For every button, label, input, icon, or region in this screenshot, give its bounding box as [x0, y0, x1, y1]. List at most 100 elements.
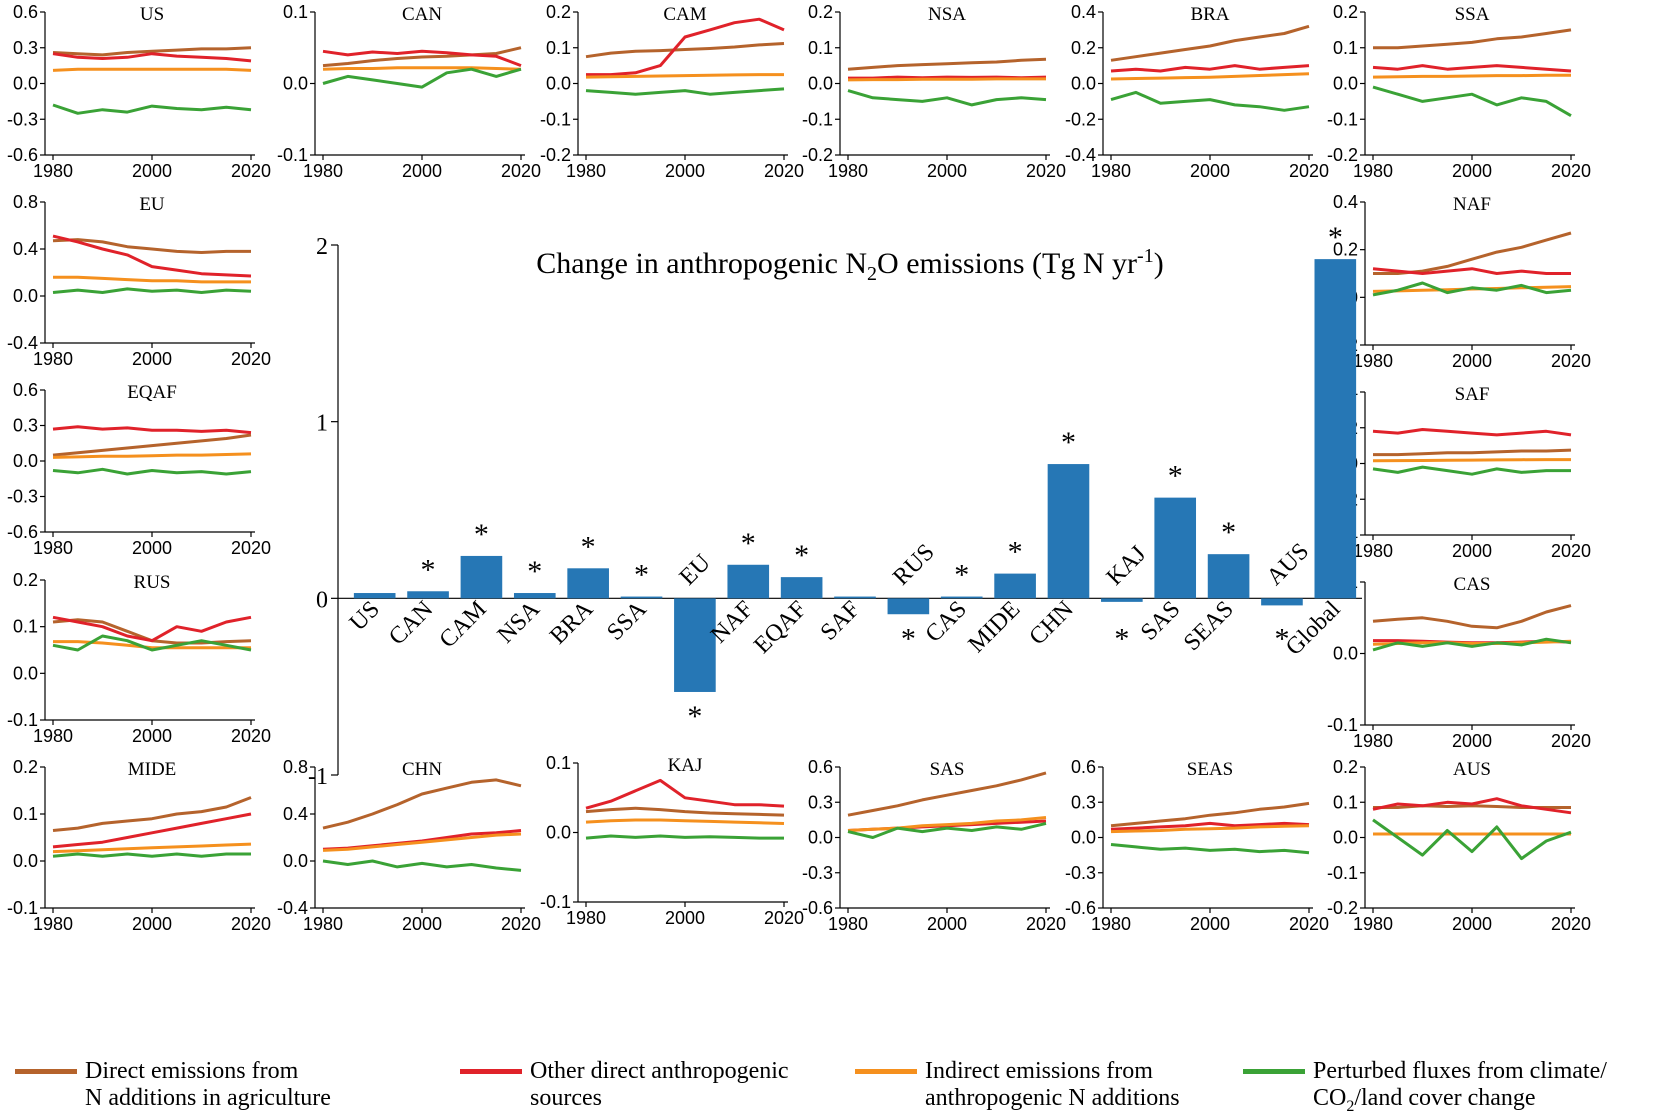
y-tick-label: 0.0 [808, 828, 833, 848]
legend-text-perturbed: Perturbed fluxes from climate/ CO2/land … [1313, 1058, 1607, 1120]
series-line-indirect [52, 67, 252, 72]
series-line-perturbed [322, 67, 522, 89]
x-tick-label: 2000 [1452, 731, 1492, 751]
y-tick-label: 0.2 [546, 2, 571, 22]
category-label: KAJ [1102, 541, 1152, 591]
category-label: MIDE [964, 596, 1026, 658]
y-tick-label: 0.2 [1071, 38, 1096, 58]
series-line-indirect [53, 640, 251, 650]
series-line-perturbed [52, 467, 252, 476]
series-line-perturbed [52, 103, 252, 115]
legend-swatch-direct-agri [15, 1069, 77, 1074]
y-tick-label: -0.6 [7, 522, 38, 542]
y-tick-label: 0.0 [1071, 828, 1096, 848]
series-line-direct-agri [847, 57, 1047, 71]
y-tick-label: 0.2 [1333, 757, 1358, 777]
series-line-perturbed [52, 287, 252, 294]
x-tick-label: 2020 [231, 161, 271, 181]
y-tick-label: 0.4 [13, 239, 38, 259]
y-tick-label: -0.2 [540, 145, 571, 165]
panel-title: SEAS [1187, 759, 1233, 780]
title-subscript: 2 [867, 263, 877, 285]
x-tick-label: 1980 [303, 914, 343, 934]
series-line-perturbed [1372, 465, 1571, 476]
y-tick-label: -0.3 [7, 487, 38, 507]
y-tick-label: 0.2 [13, 570, 38, 590]
series-line-perturbed [585, 834, 784, 840]
legend-line1: Perturbed fluxes from climate/ [1313, 1058, 1607, 1084]
series-line-indirect [1372, 73, 1571, 79]
y-tick-label: 0.6 [1071, 757, 1096, 777]
series-line-direct-agri [322, 778, 522, 830]
x-tick-label: 2020 [764, 161, 804, 181]
category-label: CHN [1025, 596, 1079, 650]
y-tick-label: -0.6 [1065, 898, 1096, 918]
significance-star: * [474, 518, 489, 551]
y-tick-label: -0.6 [802, 898, 833, 918]
series-line-perturbed [1372, 637, 1572, 652]
y-tick-label: 0.1 [283, 2, 308, 22]
significance-star: * [421, 553, 436, 586]
y-tick-label: 0.0 [13, 74, 38, 94]
legend-text-other-direct: Other direct anthropogenic sources [530, 1058, 789, 1112]
y-tick-label: -0.2 [1327, 145, 1358, 165]
series-line-other-direct [1110, 64, 1310, 73]
x-tick-label: 1980 [566, 908, 606, 928]
series-line-direct-agri [322, 46, 522, 68]
series-line-indirect [1372, 458, 1571, 463]
y-tick-label: -0.4 [7, 333, 38, 353]
series-line-other-direct [1372, 64, 1572, 73]
category-label: SSA [602, 596, 652, 646]
x-tick-label: 2000 [132, 914, 172, 934]
series-line-indirect [1110, 72, 1310, 81]
series-line-direct-agri [52, 46, 252, 57]
significance-star: * [1008, 536, 1023, 569]
y-tick-label: 0.3 [13, 416, 38, 436]
y-tick-label: -0.2 [802, 145, 833, 165]
y-tick-label: -0.4 [277, 898, 308, 918]
bar-cas [940, 596, 983, 599]
bar-can [407, 591, 449, 599]
x-tick-label: 1980 [303, 161, 343, 181]
bar-bra [567, 568, 609, 599]
series-line-indirect [585, 818, 785, 825]
y-tick-label: 0.2 [808, 2, 833, 22]
y-tick-label: 0.1 [546, 753, 571, 773]
legend-line1: Other direct anthropogenic [530, 1058, 789, 1084]
y-tick-label: 0.0 [13, 851, 38, 871]
x-tick-label: 2020 [231, 349, 271, 369]
x-tick-label: 1980 [828, 161, 868, 181]
category-label: RUS [888, 539, 939, 590]
bar-sas [1154, 497, 1197, 599]
panel-title: NSA [928, 4, 966, 25]
y-tick-label: -0.3 [1065, 863, 1096, 883]
x-tick-label: 2020 [1289, 914, 1329, 934]
panel-title: CHN [402, 759, 442, 780]
panel-title: CAN [402, 4, 442, 25]
legend-line2: CO2/land cover change [1313, 1085, 1536, 1115]
legend-line2: N additions in agriculture [85, 1085, 331, 1111]
series-line-perturbed [1110, 90, 1310, 112]
significance-star: * [1114, 622, 1129, 655]
series-line-indirect [322, 66, 522, 71]
legend-swatch-indirect [855, 1069, 917, 1074]
title-text: ) [1154, 247, 1164, 280]
legend-line1: Indirect emissions from [925, 1058, 1153, 1084]
x-tick-label: 2000 [402, 914, 442, 934]
significance-star: * [1168, 460, 1183, 493]
bar-eqaf [780, 577, 823, 599]
y-tick-label: 0.6 [13, 380, 38, 400]
x-tick-label: 2000 [402, 161, 442, 181]
x-tick-label: 2020 [231, 726, 271, 746]
x-tick-label: 1980 [1353, 351, 1393, 371]
